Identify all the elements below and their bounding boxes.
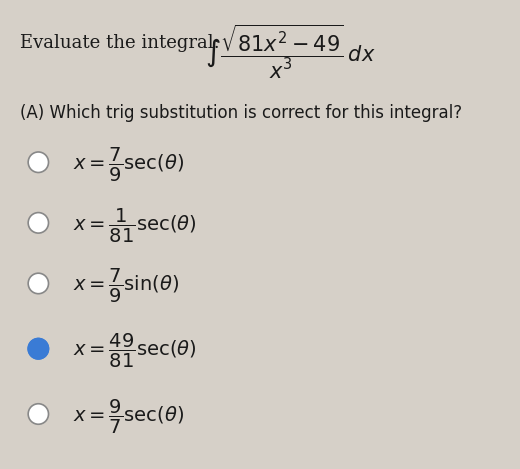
- Circle shape: [28, 212, 48, 233]
- Text: $x = \dfrac{1}{81}\sec(\theta)$: $x = \dfrac{1}{81}\sec(\theta)$: [73, 206, 197, 245]
- Text: $x = \dfrac{9}{7}\sec(\theta)$: $x = \dfrac{9}{7}\sec(\theta)$: [73, 398, 184, 436]
- Text: $x = \dfrac{7}{9}\sec(\theta)$: $x = \dfrac{7}{9}\sec(\theta)$: [73, 146, 184, 184]
- Circle shape: [28, 273, 48, 294]
- Text: Evaluate the integral:: Evaluate the integral:: [20, 34, 219, 52]
- Text: (A) Which trig substitution is correct for this integral?: (A) Which trig substitution is correct f…: [20, 104, 462, 122]
- Circle shape: [28, 339, 48, 359]
- Circle shape: [28, 152, 48, 173]
- Text: $x = \dfrac{49}{81}\sec(\theta)$: $x = \dfrac{49}{81}\sec(\theta)$: [73, 333, 197, 371]
- Text: $x = \dfrac{7}{9}\sin(\theta)$: $x = \dfrac{7}{9}\sin(\theta)$: [73, 267, 179, 305]
- Circle shape: [28, 404, 48, 424]
- Circle shape: [28, 339, 48, 359]
- Text: $\int \dfrac{\sqrt{81x^2 - 49}}{x^3}\,dx$: $\int \dfrac{\sqrt{81x^2 - 49}}{x^3}\,dx…: [205, 23, 375, 81]
